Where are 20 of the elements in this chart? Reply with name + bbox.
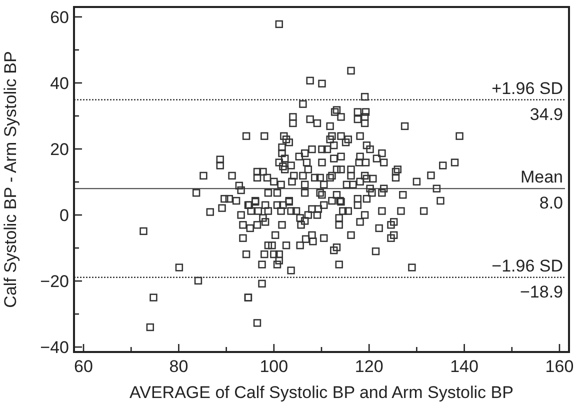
y-tick-label: −20: [40, 272, 69, 292]
x-tick-label: 80: [169, 357, 188, 376]
x-tick-label: 140: [450, 357, 478, 376]
y-tick-label: 40: [50, 74, 69, 93]
y-axis-title: Calf Systolic BP - Arm Systolic BP: [1, 51, 20, 308]
x-tick-label: 160: [545, 357, 574, 376]
ref-line-label: −1.96 SD: [492, 256, 563, 276]
x-tick-label: 120: [354, 357, 384, 376]
ref-line-label: Mean: [520, 168, 563, 187]
x-axis-title: AVERAGE of Calf Systolic BP and Arm Systolic BP: [130, 383, 514, 402]
annotation: 34.9: [530, 104, 563, 124]
x-tick-label: 60: [74, 357, 93, 376]
annotation: 8.0: [539, 194, 563, 213]
ref-line-label: +1.96 SD: [492, 78, 563, 98]
x-tick-label: 100: [260, 357, 288, 376]
y-tick-label: 20: [50, 140, 69, 159]
y-tick-label: −40: [40, 338, 69, 358]
y-tick-label: 60: [50, 8, 69, 27]
annotation: −18.9: [520, 282, 563, 302]
y-tick-label: 0: [60, 206, 69, 225]
